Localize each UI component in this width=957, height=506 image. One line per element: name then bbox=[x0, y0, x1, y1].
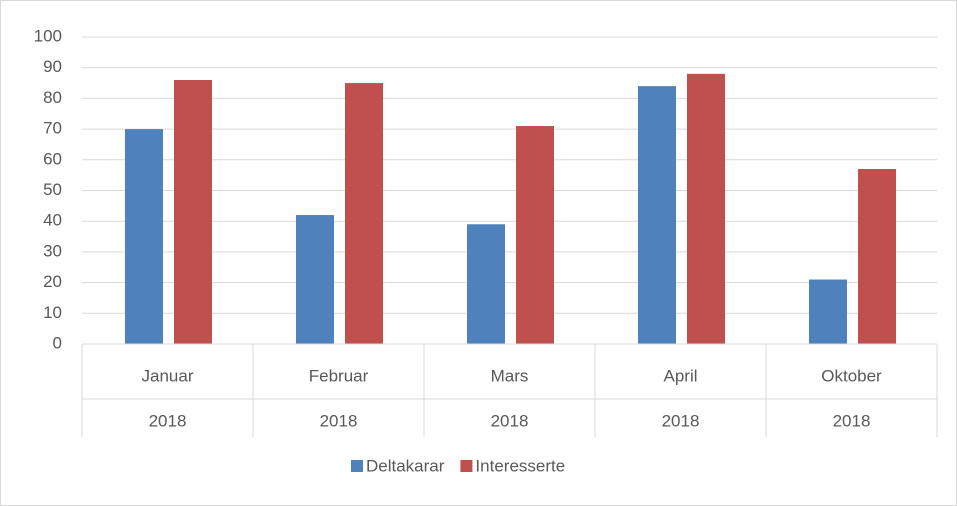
bar bbox=[467, 224, 505, 344]
x-tick-label: Mars bbox=[491, 366, 529, 385]
x-group-label: 2018 bbox=[320, 411, 358, 430]
y-tick-label: 10 bbox=[43, 303, 62, 322]
y-tick-label: 40 bbox=[43, 211, 62, 230]
bar bbox=[125, 129, 163, 344]
legend-label: Interesserte bbox=[475, 456, 565, 475]
bar bbox=[809, 279, 847, 344]
x-group-label: 2018 bbox=[662, 411, 700, 430]
bar bbox=[296, 215, 334, 344]
x-tick-label: Januar bbox=[142, 366, 194, 385]
x-tick-label: Februar bbox=[309, 366, 369, 385]
bar bbox=[174, 79, 212, 344]
y-tick-label: 90 bbox=[43, 57, 62, 76]
bar bbox=[516, 126, 554, 344]
legend-swatch bbox=[460, 460, 473, 472]
x-tick-label: April bbox=[663, 366, 697, 385]
legend-swatch bbox=[351, 460, 363, 472]
y-tick-label: 0 bbox=[53, 333, 62, 352]
bar bbox=[345, 83, 383, 345]
y-tick-label: 100 bbox=[34, 26, 62, 45]
bar bbox=[858, 169, 896, 344]
y-tick-label: 50 bbox=[43, 180, 62, 199]
y-tick-label: 80 bbox=[43, 88, 62, 107]
y-tick-label: 30 bbox=[43, 241, 62, 260]
bar bbox=[638, 86, 676, 345]
legend-label: Deltakarar bbox=[366, 456, 445, 475]
x-group-label: 2018 bbox=[149, 411, 187, 430]
bar bbox=[687, 73, 725, 344]
x-group-label: 2018 bbox=[833, 411, 871, 430]
y-tick-label: 70 bbox=[43, 119, 62, 138]
x-tick-label: Oktober bbox=[821, 366, 882, 385]
y-tick-label: 60 bbox=[43, 149, 62, 168]
x-group-label: 2018 bbox=[491, 411, 529, 430]
y-tick-label: 20 bbox=[43, 272, 62, 291]
